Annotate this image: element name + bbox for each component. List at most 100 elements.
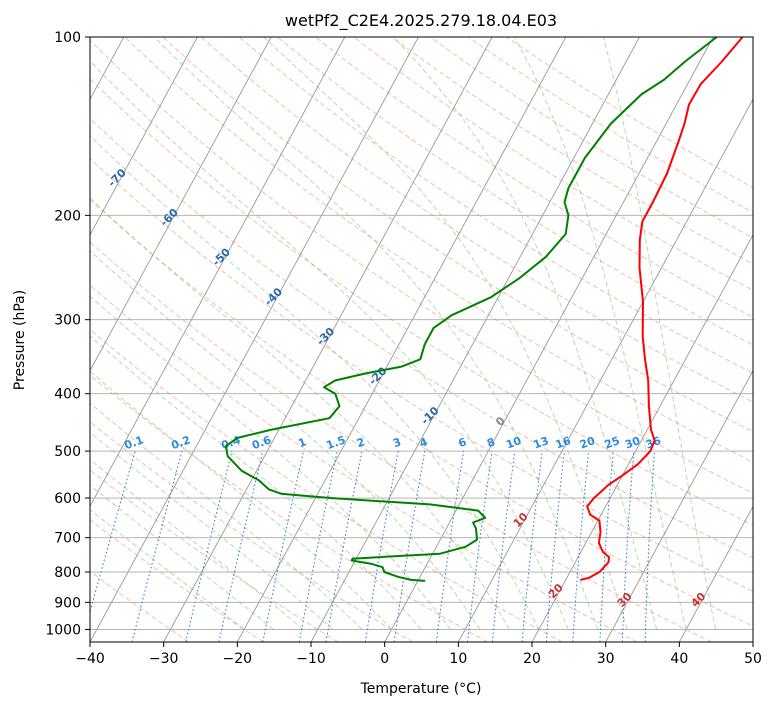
moist-adiabat [153, 37, 599, 630]
dry-adiabat [353, 37, 753, 291]
isotherm-line [531, 234, 753, 642]
mixing-ratio-label: 16 [554, 434, 573, 452]
dry-adiabat [90, 328, 563, 642]
moist-adiabat [90, 250, 481, 630]
mixing-ratio-line [491, 451, 516, 642]
dry-adiabat [90, 519, 264, 642]
mixing-ratio-line [521, 451, 543, 642]
plot-frame [89, 36, 754, 643]
mixing-ratio-label: 30 [623, 434, 642, 452]
x-axis-label: Temperature (°C) [360, 681, 482, 697]
dry-adiabat [200, 37, 753, 403]
temperature-profile [580, 37, 744, 581]
mixing-ratio-labels: 0.1 0.2 0.4 0.6 1 1.5 2 3 4 6 8 10 13 16 20 25 30 36 [123, 433, 663, 452]
isotherm-line [236, 37, 567, 642]
dry-adiabat [315, 37, 753, 318]
mixing-ratio-label: 0.2 [169, 433, 192, 452]
mixing-ratio-label: 25 [603, 434, 622, 451]
x-tick-label: 10 [449, 651, 467, 667]
dry-adiabat [90, 241, 712, 642]
moist-adiabat [90, 458, 304, 630]
y-tick-label: 700 [54, 531, 81, 547]
moist-adiabat [90, 431, 333, 630]
isotherm-line [90, 37, 198, 236]
x-tick-label: −20 [223, 651, 253, 667]
isotherm-line [90, 37, 272, 372]
chart-title: wetPf2_C2E4.2025.279.18.04.E03 [285, 11, 557, 31]
moist-adiabat [90, 484, 274, 630]
y-tick-label: 200 [54, 208, 81, 224]
mixing-ratio-label: 0.6 [250, 433, 273, 452]
mixing-ratio-label: 20 [578, 434, 597, 452]
moist-adiabat [90, 197, 510, 630]
mixing-ratio-label: 3 [391, 435, 403, 450]
y-tick-label: 1000 [45, 622, 81, 638]
profile-series [224, 37, 744, 582]
x-tick-label: 30 [597, 651, 615, 667]
mixing-ratio-line [393, 451, 426, 642]
mixing-ratio-label: 10 [504, 434, 523, 452]
dry-adiabat [90, 117, 753, 559]
y-tick-label: 900 [54, 595, 81, 611]
mixing-ratio-line [621, 451, 635, 642]
moist-adiabat [263, 37, 628, 630]
x-tick-label: 0 [380, 651, 389, 667]
mixing-ratio-line [218, 450, 264, 642]
y-tick-label: 100 [54, 30, 81, 46]
moist-adiabat [90, 295, 451, 630]
x-tick-label: −40 [75, 651, 105, 667]
dewpoint-profile [224, 37, 718, 582]
y-axis-label: Pressure (hPa) [12, 290, 28, 390]
mixing-ratio-line [262, 450, 304, 642]
dry-adiabat [90, 374, 488, 642]
mixing-ratio-line [131, 450, 183, 642]
x-tick-label: −10 [296, 651, 326, 667]
isotherm-line [752, 641, 753, 642]
dry-adiabat [90, 570, 190, 642]
moist-adiabat [602, 37, 717, 630]
x-axis: −40 −30 −20 −10 0 10 20 30 40 50 [75, 642, 762, 667]
dry-adiabat [277, 37, 753, 346]
dry-adiabat [162, 37, 753, 433]
mixing-ratio-label: 6 [457, 435, 469, 450]
mixing-ratio-label: 1 [296, 435, 308, 450]
y-tick-label: 300 [54, 313, 81, 329]
x-tick-label: 20 [523, 651, 541, 667]
isotherm-line [310, 37, 640, 642]
isotherm-line [163, 37, 493, 642]
mixing-ratio-label: 0.1 [123, 433, 146, 452]
y-axis: 100 200 300 400 500 600 700 800 900 1000 [45, 30, 90, 638]
isotherm-label: 30 [615, 590, 635, 610]
dry-adiabat [90, 39, 753, 494]
dry-adiabat [90, 469, 339, 642]
mixing-ratio-label: 4 [418, 435, 430, 450]
mixing-ratio-label: 2 [355, 435, 367, 450]
mixing-ratio-line [185, 450, 233, 642]
y-tick-label: 800 [54, 565, 81, 581]
isotherm-line [384, 37, 714, 642]
y-tick-label: 600 [54, 491, 81, 507]
y-tick-label: 500 [54, 444, 81, 460]
mixing-ratio-label: 13 [532, 434, 551, 451]
mixing-ratio-line [545, 451, 565, 642]
moist-adiabat [514, 37, 687, 630]
dry-adiabat [124, 37, 753, 463]
mixing-ratio-line [435, 451, 465, 642]
mixing-ratio-label: 8 [485, 435, 497, 450]
mixing-ratio-line [90, 450, 136, 614]
moist-adiabat [393, 37, 658, 630]
background-lines [90, 37, 753, 642]
y-tick-label: 400 [54, 387, 81, 403]
moist-adiabat [90, 370, 392, 630]
dry-adiabat [90, 284, 638, 642]
x-tick-label: 40 [670, 651, 688, 667]
isotherm-line [90, 37, 346, 508]
dry-adiabat [90, 199, 753, 627]
moist-adiabat [90, 509, 245, 630]
dry-adiabat [506, 37, 753, 189]
mixing-ratio-line [572, 451, 590, 642]
mixing-ratio-line [467, 451, 493, 642]
x-tick-label: −30 [149, 651, 179, 667]
isotherm-line [90, 37, 419, 642]
